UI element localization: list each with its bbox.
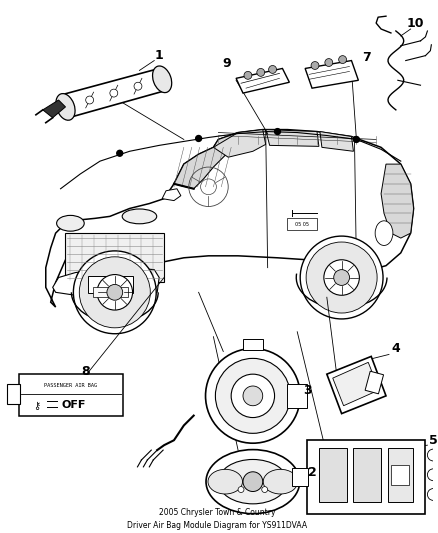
Polygon shape bbox=[327, 357, 386, 414]
Text: OFF: OFF bbox=[61, 400, 85, 410]
Text: 10: 10 bbox=[407, 17, 424, 30]
Ellipse shape bbox=[122, 209, 157, 224]
Ellipse shape bbox=[56, 94, 75, 120]
Circle shape bbox=[300, 236, 383, 319]
Circle shape bbox=[107, 285, 123, 300]
Polygon shape bbox=[60, 68, 167, 118]
Circle shape bbox=[427, 489, 438, 500]
Bar bbox=[292, 468, 308, 486]
Circle shape bbox=[79, 257, 150, 328]
Circle shape bbox=[243, 386, 263, 406]
Ellipse shape bbox=[208, 470, 243, 494]
Circle shape bbox=[324, 260, 359, 295]
Polygon shape bbox=[53, 268, 159, 297]
Bar bbox=[365, 371, 384, 394]
Circle shape bbox=[243, 472, 263, 491]
Text: 3: 3 bbox=[303, 384, 311, 398]
Text: ⚷: ⚷ bbox=[33, 401, 40, 411]
Polygon shape bbox=[381, 164, 413, 238]
Circle shape bbox=[97, 274, 133, 310]
Text: 9: 9 bbox=[222, 57, 230, 70]
Polygon shape bbox=[333, 362, 379, 406]
Circle shape bbox=[134, 82, 142, 90]
Text: 7: 7 bbox=[362, 51, 371, 64]
Text: 5: 5 bbox=[429, 434, 438, 447]
Bar bbox=[88, 276, 133, 293]
Bar bbox=[7, 384, 20, 404]
Circle shape bbox=[311, 61, 319, 69]
Bar bbox=[66, 233, 164, 282]
Text: 05 05: 05 05 bbox=[295, 222, 309, 227]
Circle shape bbox=[205, 349, 300, 443]
Circle shape bbox=[353, 136, 359, 142]
Bar bbox=[243, 338, 263, 351]
Circle shape bbox=[427, 469, 438, 481]
Circle shape bbox=[257, 68, 265, 76]
Polygon shape bbox=[320, 132, 353, 151]
Polygon shape bbox=[46, 130, 413, 307]
Text: 2005 Chrysler Town & Country
Driver Air Bag Module Diagram for YS911DVAA: 2005 Chrysler Town & Country Driver Air … bbox=[127, 508, 307, 530]
Bar bbox=[388, 448, 413, 503]
Circle shape bbox=[325, 59, 333, 67]
Text: 8: 8 bbox=[81, 365, 89, 378]
Circle shape bbox=[306, 242, 377, 313]
Circle shape bbox=[238, 487, 244, 492]
Polygon shape bbox=[43, 100, 66, 118]
Ellipse shape bbox=[206, 450, 300, 514]
Text: 4: 4 bbox=[392, 342, 400, 355]
Circle shape bbox=[334, 270, 350, 285]
Ellipse shape bbox=[57, 215, 84, 231]
Bar bbox=[319, 448, 346, 503]
Bar bbox=[353, 448, 381, 503]
Circle shape bbox=[262, 487, 268, 492]
Bar bbox=[19, 374, 123, 416]
Polygon shape bbox=[305, 61, 358, 88]
Text: 1: 1 bbox=[155, 49, 163, 62]
Circle shape bbox=[244, 71, 252, 79]
Circle shape bbox=[117, 150, 123, 156]
Ellipse shape bbox=[152, 66, 172, 93]
Circle shape bbox=[231, 374, 275, 417]
Ellipse shape bbox=[219, 459, 287, 504]
Bar bbox=[287, 219, 317, 230]
Circle shape bbox=[110, 89, 118, 97]
Ellipse shape bbox=[263, 470, 298, 494]
Polygon shape bbox=[213, 130, 266, 157]
Text: 2: 2 bbox=[307, 466, 316, 479]
Circle shape bbox=[86, 96, 94, 104]
Circle shape bbox=[74, 251, 156, 334]
Circle shape bbox=[275, 128, 280, 134]
Circle shape bbox=[196, 135, 201, 141]
Polygon shape bbox=[174, 133, 243, 189]
Bar bbox=[307, 440, 425, 514]
Bar bbox=[93, 287, 127, 297]
Ellipse shape bbox=[375, 221, 393, 246]
Circle shape bbox=[339, 55, 346, 63]
Polygon shape bbox=[236, 68, 290, 93]
Polygon shape bbox=[266, 130, 319, 147]
Circle shape bbox=[268, 66, 276, 74]
Polygon shape bbox=[162, 189, 181, 200]
Bar bbox=[287, 384, 307, 408]
Bar bbox=[391, 465, 409, 484]
Circle shape bbox=[427, 449, 438, 461]
Circle shape bbox=[215, 358, 290, 433]
Text: PASSENGER AIR BAG: PASSENGER AIR BAG bbox=[44, 384, 98, 389]
